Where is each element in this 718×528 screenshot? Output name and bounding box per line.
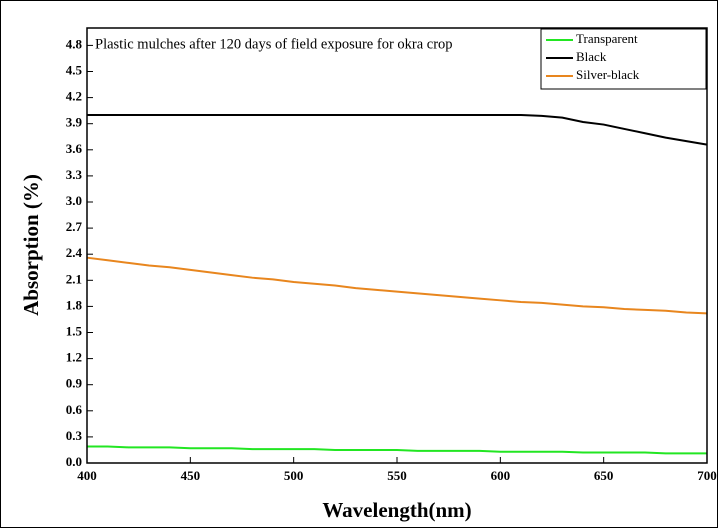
x-tick-label: 400 <box>77 468 97 483</box>
series-line <box>87 114 708 146</box>
x-axis-label: Wavelength(nm) <box>322 498 471 522</box>
y-tick-label: 0.0 <box>66 454 82 469</box>
y-tick-label: 4.2 <box>66 89 82 104</box>
series-line <box>86 256 708 315</box>
y-tick-label: 3.0 <box>66 193 82 208</box>
y-tick-label: 0.9 <box>66 376 83 391</box>
y-tick-label: 0.6 <box>66 402 83 417</box>
y-tick-label: 3.9 <box>66 115 83 130</box>
series-line <box>87 445 707 455</box>
y-tick-label: 2.1 <box>66 271 82 286</box>
y-axis-label: Absorption (%) <box>19 174 43 316</box>
y-tick-label: 1.8 <box>66 297 83 312</box>
legend-label: Silver-black <box>576 67 640 82</box>
y-tick-label: 3.3 <box>66 167 83 182</box>
y-tick-label: 4.8 <box>66 36 83 51</box>
legend-label: Transparent <box>576 31 638 46</box>
annotation: Plastic mulches after 120 days of field … <box>95 36 453 52</box>
y-tick-label: 2.7 <box>66 219 83 234</box>
legend-label: Black <box>576 49 607 64</box>
x-tick-label: 700 <box>697 468 717 483</box>
y-tick-label: 1.5 <box>66 323 83 338</box>
plot-frame <box>86 27 708 464</box>
y-tick-label: 1.2 <box>66 350 82 365</box>
x-tick-label: 450 <box>181 468 201 483</box>
y-tick-label: 3.6 <box>66 141 83 156</box>
y-tick-label: 2.4 <box>66 245 83 260</box>
x-tick-label: 650 <box>594 468 614 483</box>
y-tick-label: 0.3 <box>66 428 83 443</box>
x-tick-label: 500 <box>284 468 304 483</box>
y-tick-label: 4.5 <box>66 62 83 77</box>
x-tick-label: 550 <box>387 468 407 483</box>
x-tick-label: 600 <box>491 468 511 483</box>
